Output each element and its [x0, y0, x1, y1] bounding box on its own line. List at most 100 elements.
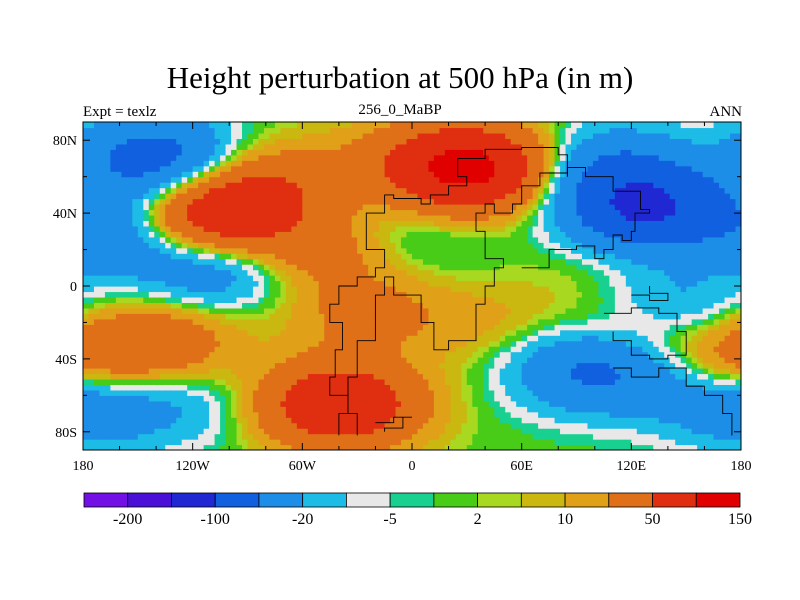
field-cell	[236, 291, 243, 298]
field-cell	[192, 433, 199, 440]
field-cell	[505, 346, 512, 353]
field-cell	[137, 127, 144, 134]
field-cell	[307, 346, 314, 353]
field-cell	[296, 187, 303, 194]
field-cell	[455, 154, 462, 161]
field-cell	[362, 154, 369, 161]
field-cell	[461, 335, 468, 342]
field-cell	[192, 176, 199, 183]
field-cell	[313, 132, 320, 139]
field-cell	[236, 324, 243, 331]
field-cell	[439, 291, 446, 298]
field-cell	[285, 253, 292, 260]
field-cell	[148, 231, 155, 238]
field-cell	[483, 417, 490, 424]
field-cell	[121, 209, 128, 216]
field-cell	[472, 242, 479, 249]
field-cell	[83, 313, 90, 320]
field-cell	[88, 318, 95, 325]
field-cell	[93, 225, 101, 232]
field-cell	[494, 253, 501, 260]
field-cell	[461, 165, 468, 172]
field-cell	[83, 171, 90, 178]
field-cell	[165, 143, 172, 150]
field-cell	[274, 253, 281, 260]
field-cell	[384, 138, 391, 145]
field-cell	[83, 214, 90, 221]
field-cell	[242, 417, 249, 424]
field-cell	[110, 433, 117, 440]
field-cell	[236, 242, 243, 249]
field-cell	[521, 296, 528, 303]
field-cell	[104, 411, 112, 418]
field-cell	[302, 307, 309, 314]
field-cell	[181, 269, 188, 276]
field-cell	[439, 395, 446, 402]
field-cell	[231, 340, 238, 347]
field-cell	[198, 264, 205, 271]
field-cell	[357, 389, 364, 396]
field-cell	[159, 160, 166, 167]
field-cell	[236, 362, 243, 369]
field-cell	[395, 324, 402, 331]
field-cell	[181, 220, 188, 227]
field-cell	[110, 286, 117, 293]
field-cell	[214, 280, 221, 287]
field-cell	[494, 127, 501, 134]
field-cell	[198, 225, 205, 232]
field-cell	[362, 286, 369, 293]
field-cell	[390, 247, 397, 254]
field-cell	[137, 209, 144, 216]
field-cell	[110, 280, 117, 287]
field-cell	[494, 247, 501, 254]
field-cell	[231, 439, 238, 446]
field-cell	[198, 433, 205, 440]
field-cell	[488, 258, 495, 265]
field-cell	[505, 269, 512, 276]
field-cell	[428, 242, 435, 249]
field-cell	[263, 165, 271, 172]
field-cell	[444, 411, 451, 418]
field-cell	[285, 368, 292, 375]
field-cell	[181, 296, 188, 303]
field-cell	[285, 417, 292, 424]
field-cell	[401, 296, 408, 303]
field-cell	[318, 324, 325, 331]
field-cell	[126, 269, 133, 276]
field-cell	[104, 400, 112, 407]
field-cell	[455, 389, 462, 396]
field-cell	[318, 400, 325, 407]
field-cell	[428, 253, 435, 260]
field-cell	[274, 160, 281, 167]
field-cell	[209, 187, 216, 194]
field-cell	[433, 160, 441, 167]
field-cell	[373, 138, 380, 145]
field-cell	[291, 209, 298, 216]
field-cell	[505, 368, 512, 375]
field-cell	[296, 264, 303, 271]
field-cell	[104, 165, 112, 172]
field-cell	[368, 138, 375, 145]
field-cell	[252, 280, 260, 287]
field-cell	[477, 160, 484, 167]
field-cell	[148, 165, 155, 172]
field-cell	[121, 362, 128, 369]
field-cell	[335, 389, 342, 396]
field-cell	[121, 253, 128, 260]
field-cell	[455, 127, 462, 134]
field-cell	[368, 400, 375, 407]
field-cell	[132, 275, 139, 282]
field-cell	[329, 384, 336, 391]
field-cell	[461, 439, 468, 446]
field-cell	[176, 258, 183, 265]
field-cell	[220, 149, 227, 156]
field-cell	[274, 225, 281, 232]
field-cell	[472, 346, 479, 353]
field-cell	[236, 368, 243, 375]
field-cell	[121, 127, 128, 134]
field-cell	[406, 122, 413, 129]
field-cell	[510, 204, 517, 211]
field-cell	[159, 368, 166, 375]
field-cell	[428, 220, 435, 227]
field-cell	[115, 275, 122, 282]
